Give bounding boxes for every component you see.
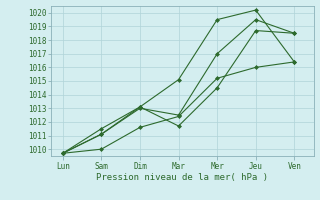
X-axis label: Pression niveau de la mer( hPa ): Pression niveau de la mer( hPa )	[96, 173, 268, 182]
